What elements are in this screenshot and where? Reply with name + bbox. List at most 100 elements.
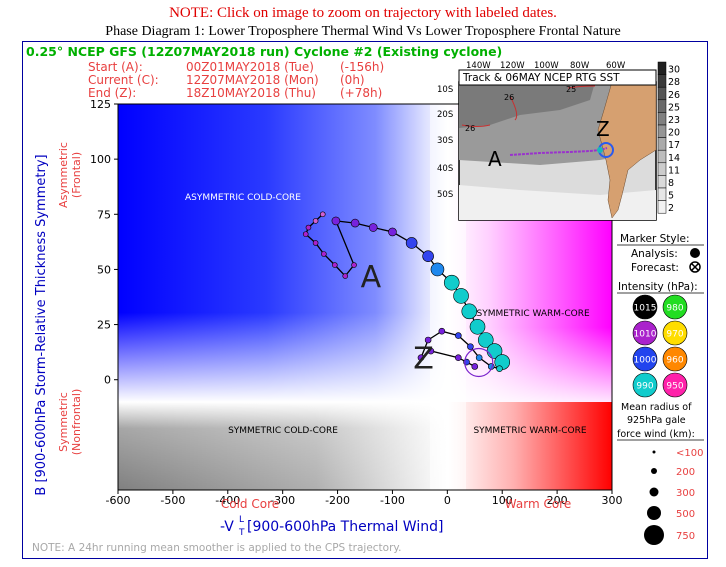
analysis-point[interactable] [430,262,445,277]
inset-track-z: Z [596,117,610,141]
analysis-point[interactable] [321,251,327,257]
x-axis-title-sub: T [238,528,245,538]
x-tick-label: -600 [106,494,131,507]
x-tick-label: 200 [547,494,568,507]
analysis-point[interactable] [443,274,460,291]
radius-label: 300 [676,488,695,499]
inset-track [509,147,608,156]
y-asym-label: Asymmetric [57,142,70,208]
intensity-swatch [632,372,658,398]
analysis-point[interactable] [469,318,486,335]
analysis-point[interactable] [351,262,357,268]
intensity-swatch [632,346,658,372]
radius-label: 750 [676,531,695,542]
analysis-point[interactable] [368,223,378,232]
inset-lat-label: 10S [437,85,453,95]
y-axis-title: B [900-600hPa Storm-Relative Thickness S… [34,154,49,495]
inset-lat-labels: 10S 20S 30S 40S 50S [437,85,453,200]
analysis-point[interactable] [477,332,494,348]
analysis-point[interactable] [312,218,319,224]
colorbar-label: 23 [668,115,680,126]
radius-label: <100 [676,448,703,459]
quadrant-label-sym-cold: SYMMETRIC COLD-CORE [228,426,338,436]
cps-trajectory[interactable] [302,211,511,378]
colorbar-label: 20 [668,128,680,139]
inset-contour-label-1: 26 [465,124,475,133]
forecast-point[interactable] [467,343,474,350]
colorbar-label: 28 [668,77,680,88]
intensity-label: 1000 [634,356,657,366]
intensity-label: 960 [666,356,683,366]
colorbar-label: 14 [668,153,680,164]
y-tick-label: 25 [97,319,111,332]
radius-title-3: force wind (km): [617,429,695,440]
inset-lon-label: 100W [534,61,559,71]
radius-swatch [644,525,664,545]
inset-title: Track & 06MAY NCEP RTG SST [462,72,620,84]
forecast-point[interactable] [471,363,479,370]
intensity-label: 1015 [634,304,657,314]
diagram-frame[interactable] [22,41,708,559]
x-cold-core-label: Cold Core [221,497,279,511]
trajectory-label-z: Z [413,342,434,377]
analysis-point[interactable] [319,211,326,218]
colorbar-swatch [657,112,667,126]
analysis-point[interactable] [405,237,418,249]
analysis-point[interactable] [422,250,434,262]
y-axis-ticks: 125 100 75 50 25 0 [90,98,118,387]
intensity-label: 950 [666,382,683,392]
forecast-point[interactable] [417,354,425,361]
inset-contour-label-2: 26 [504,93,514,102]
colorbar-swatch [657,61,667,75]
y-nonfrontal-label: (Nonfrontal) [70,389,83,455]
inset-map[interactable]: Track & 06MAY NCEP RTG SST 26 26 25 A Z … [437,61,680,221]
analysis-point[interactable] [332,262,338,268]
colorbar-label: 11 [668,165,680,176]
time-info: Start (A): 00Z01MAY2018 (Tue) (-156h) Cu… [88,60,384,100]
analysis-marker-icon [690,248,700,258]
x-axis-title-main: -V [220,519,234,535]
colorbar-label: 8 [668,178,674,189]
quadrant-label-asym-cold: ASYMMETRIC COLD-CORE [185,193,301,203]
inset-title-bar [458,69,657,86]
forecast-point[interactable] [496,365,503,372]
colorbar-label: 5 [668,191,674,202]
analysis-point[interactable] [342,273,349,279]
analysis-point[interactable] [350,218,360,228]
analysis-point[interactable] [331,216,341,226]
x-tick-label: -100 [380,494,405,507]
colorbar-swatch [657,74,667,88]
x-axis-ticks: -600 -500 -400 -300 -200 -100 0 100 200 300 [106,490,623,507]
inset-contour-26b [509,95,518,121]
legend-forecast-label: Forecast: [631,262,679,274]
analysis-point[interactable] [388,227,397,237]
analysis-point[interactable] [302,231,309,237]
inset-lon-label: 140W [466,61,491,71]
forecast-point[interactable] [424,336,432,344]
forecast-point[interactable] [438,327,446,335]
inset-contour-26a [461,124,491,127]
colorbar-swatch [657,162,667,176]
end-offset: (+78h) [340,86,382,100]
inset-lat-label: 40S [437,164,453,174]
inset-track-a: A [488,147,502,171]
y-frontal-label: (Frontal) [70,152,83,198]
analysis-point[interactable] [453,288,469,304]
y-tick-label: 75 [97,208,111,221]
analysis-point[interactable] [461,303,478,320]
radius-legend: <100 200 300 500 750 [644,448,703,545]
current-offset: (0h) [340,73,365,87]
end-date: 18Z10MAY2018 (Thu) [186,86,316,100]
forecast-point[interactable] [455,332,462,339]
colorbar-label: 25 [668,102,680,113]
forecast-point[interactable] [427,347,435,355]
intensity-swatch [632,294,658,320]
analysis-point[interactable] [312,240,319,246]
analysis-point[interactable] [305,224,312,231]
x-axis-title-rest: [900-600hPa Thermal Wind] [247,519,443,535]
forecast-point[interactable] [455,354,462,361]
forecast-point[interactable] [475,354,483,361]
intensity-swatch [662,372,688,398]
inset-lat-label: 30S [437,136,453,146]
